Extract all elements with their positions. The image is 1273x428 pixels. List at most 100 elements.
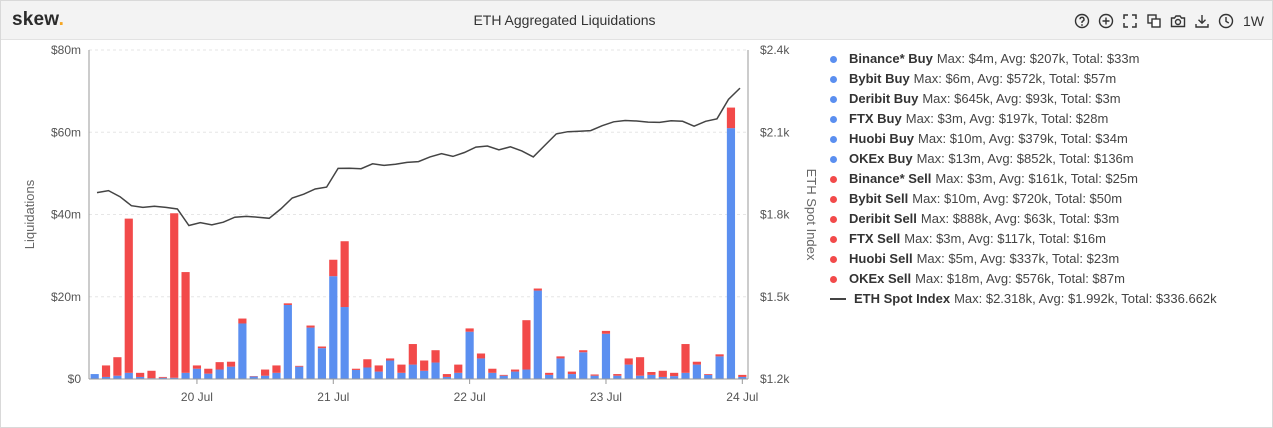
bar-buy xyxy=(374,371,383,379)
bar-buy xyxy=(704,374,713,379)
legend-item[interactable]: Binance* Buy Max: $4m, Avg: $207k, Total:… xyxy=(830,49,1217,69)
legend-dot-marker xyxy=(830,75,837,83)
x-tick-label: 22 Jul xyxy=(454,390,486,404)
bar-sell xyxy=(374,365,383,372)
legend-dot-marker xyxy=(830,55,837,63)
bar-sell xyxy=(101,365,111,377)
bar-sell xyxy=(499,374,508,376)
bar-buy xyxy=(363,367,372,379)
legend-series-stats: Max: $10m, Avg: $379k, Total: $34m xyxy=(918,131,1128,146)
legend-dot-marker xyxy=(830,235,837,243)
y-tick-label: $60m xyxy=(51,125,81,139)
skew-logo[interactable]: skew. xyxy=(12,9,65,30)
bar-buy xyxy=(522,369,531,379)
y-tick-label: $40m xyxy=(51,208,81,222)
bar-sell xyxy=(681,344,690,373)
bar-sell xyxy=(658,370,667,377)
chart-axes: $0 $20m $40m $60m $80m $1.2k $1.5k $1.8k $2.1k $2… xyxy=(22,43,819,404)
legend-item[interactable]: Deribit Buy Max: $645k, Avg: $93k, Total:… xyxy=(830,89,1217,109)
legend-series-name: OKEx Sell xyxy=(849,271,912,286)
legend-series-stats: Max: $6m, Avg: $572k, Total: $57m xyxy=(913,71,1117,86)
legend-item[interactable]: Binance* Sell Max: $3m, Avg: $161k, Total… xyxy=(830,169,1217,189)
bar-buy xyxy=(317,348,327,379)
bar-buy xyxy=(692,364,701,379)
legend-series-stats: Max: $13m, Avg: $852k, Total: $136m xyxy=(916,151,1134,166)
bar-sell xyxy=(386,358,395,361)
legend-series-stats: Max: $888k, Avg: $63k, Total: $3m xyxy=(920,211,1120,226)
legend-dot-marker xyxy=(830,95,837,103)
bar-buy xyxy=(226,366,236,379)
legend-item[interactable]: ETH Spot Index Max: $2.318k, Avg: $1.992k… xyxy=(830,289,1217,309)
bar-sell xyxy=(533,288,542,291)
bar-sell xyxy=(317,346,327,349)
bar-buy xyxy=(590,375,599,379)
bar-buy xyxy=(624,364,633,379)
bar-sell xyxy=(442,374,451,377)
legend-item[interactable]: OKEx Sell Max: $18m, Avg: $576k, Total: $… xyxy=(830,269,1217,289)
bar-sell xyxy=(738,374,747,377)
legend-series-stats: Max: $2.318k, Avg: $1.992k, Total: $336.… xyxy=(954,291,1217,306)
bar-sell xyxy=(420,360,429,371)
bar-sell xyxy=(215,362,224,370)
legend-series-name: Binance* Buy xyxy=(849,51,933,66)
legend-item[interactable]: Deribit Sell Max: $888k, Avg: $63k, Total… xyxy=(830,209,1217,229)
bar-buy xyxy=(272,372,281,379)
chart-grid xyxy=(89,49,748,298)
legend-series-name: Deribit Buy xyxy=(849,91,919,106)
bar-buy xyxy=(726,128,736,379)
legend-series-name: OKEx Buy xyxy=(849,151,913,166)
bar-sell xyxy=(635,357,645,376)
bar-sell xyxy=(567,371,576,375)
bar-buy xyxy=(181,372,190,379)
legend-item[interactable]: Bybit Buy Max: $6m, Avg: $572k, Total: $5… xyxy=(830,69,1217,89)
bar-buy xyxy=(113,375,122,379)
bar-buy xyxy=(386,360,395,379)
bar-sell xyxy=(397,364,406,373)
help-icon[interactable] xyxy=(1073,12,1091,30)
legend-item[interactable]: Huobi Buy Max: $10m, Avg: $379k, Total: $… xyxy=(830,129,1217,149)
copy-icon[interactable] xyxy=(1145,12,1163,30)
time-range-selector[interactable]: 1W xyxy=(1243,13,1264,29)
bar-sell xyxy=(136,372,145,377)
chart-legend: Binance* Buy Max: $4m, Avg: $207k, Total:… xyxy=(830,49,1217,309)
legend-item[interactable]: Bybit Sell Max: $10m, Avg: $720k, Total: … xyxy=(830,189,1217,209)
bar-sell xyxy=(726,107,736,129)
bar-buy xyxy=(635,375,645,379)
legend-series-name: FTX Sell xyxy=(849,231,901,246)
bar-buy xyxy=(136,376,145,379)
bar-sell xyxy=(613,374,622,376)
bar-buy xyxy=(738,376,747,379)
bar-buy xyxy=(261,375,270,379)
y-tick-label: $80m xyxy=(51,43,81,57)
bar-buy xyxy=(170,377,179,379)
bar-buy xyxy=(465,331,474,379)
download-icon[interactable] xyxy=(1193,12,1211,30)
legend-item[interactable]: Huobi Sell Max: $5m, Avg: $337k, Total: $… xyxy=(830,249,1217,269)
legend-series-stats: Max: $10m, Avg: $720k, Total: $50m xyxy=(912,191,1123,206)
legend-item[interactable]: FTX Sell Max: $3m, Avg: $117k, Total: $16… xyxy=(830,229,1217,249)
bar-buy xyxy=(90,374,99,379)
bar-buy xyxy=(408,364,417,379)
zoom-in-icon[interactable] xyxy=(1097,12,1115,30)
bar-buy xyxy=(647,374,656,379)
legend-series-stats: Max: $645k, Avg: $93k, Total: $3m xyxy=(922,91,1121,106)
bar-sell xyxy=(295,365,304,367)
camera-icon[interactable] xyxy=(1169,12,1187,30)
bar-sell xyxy=(579,350,588,353)
bar-buy xyxy=(397,372,406,379)
chart-title: ETH Aggregated Liquidations xyxy=(473,12,656,28)
legend-item[interactable]: FTX Buy Max: $3m, Avg: $197k, Total: $28m xyxy=(830,109,1217,129)
legend-series-name: Deribit Sell xyxy=(849,211,917,226)
bar-buy xyxy=(306,327,315,379)
legend-item[interactable]: OKEx Buy Max: $13m, Avg: $852k, Total: $1… xyxy=(830,149,1217,169)
bar-sell xyxy=(158,376,167,378)
bar-buy xyxy=(215,369,224,379)
bar-sell xyxy=(261,369,270,376)
spot-index-line xyxy=(96,87,741,227)
clock-icon[interactable] xyxy=(1217,12,1235,30)
bar-buy xyxy=(658,376,667,379)
fullscreen-icon[interactable] xyxy=(1121,12,1139,30)
bar-buy xyxy=(545,374,554,379)
legend-dot-marker xyxy=(830,175,837,183)
